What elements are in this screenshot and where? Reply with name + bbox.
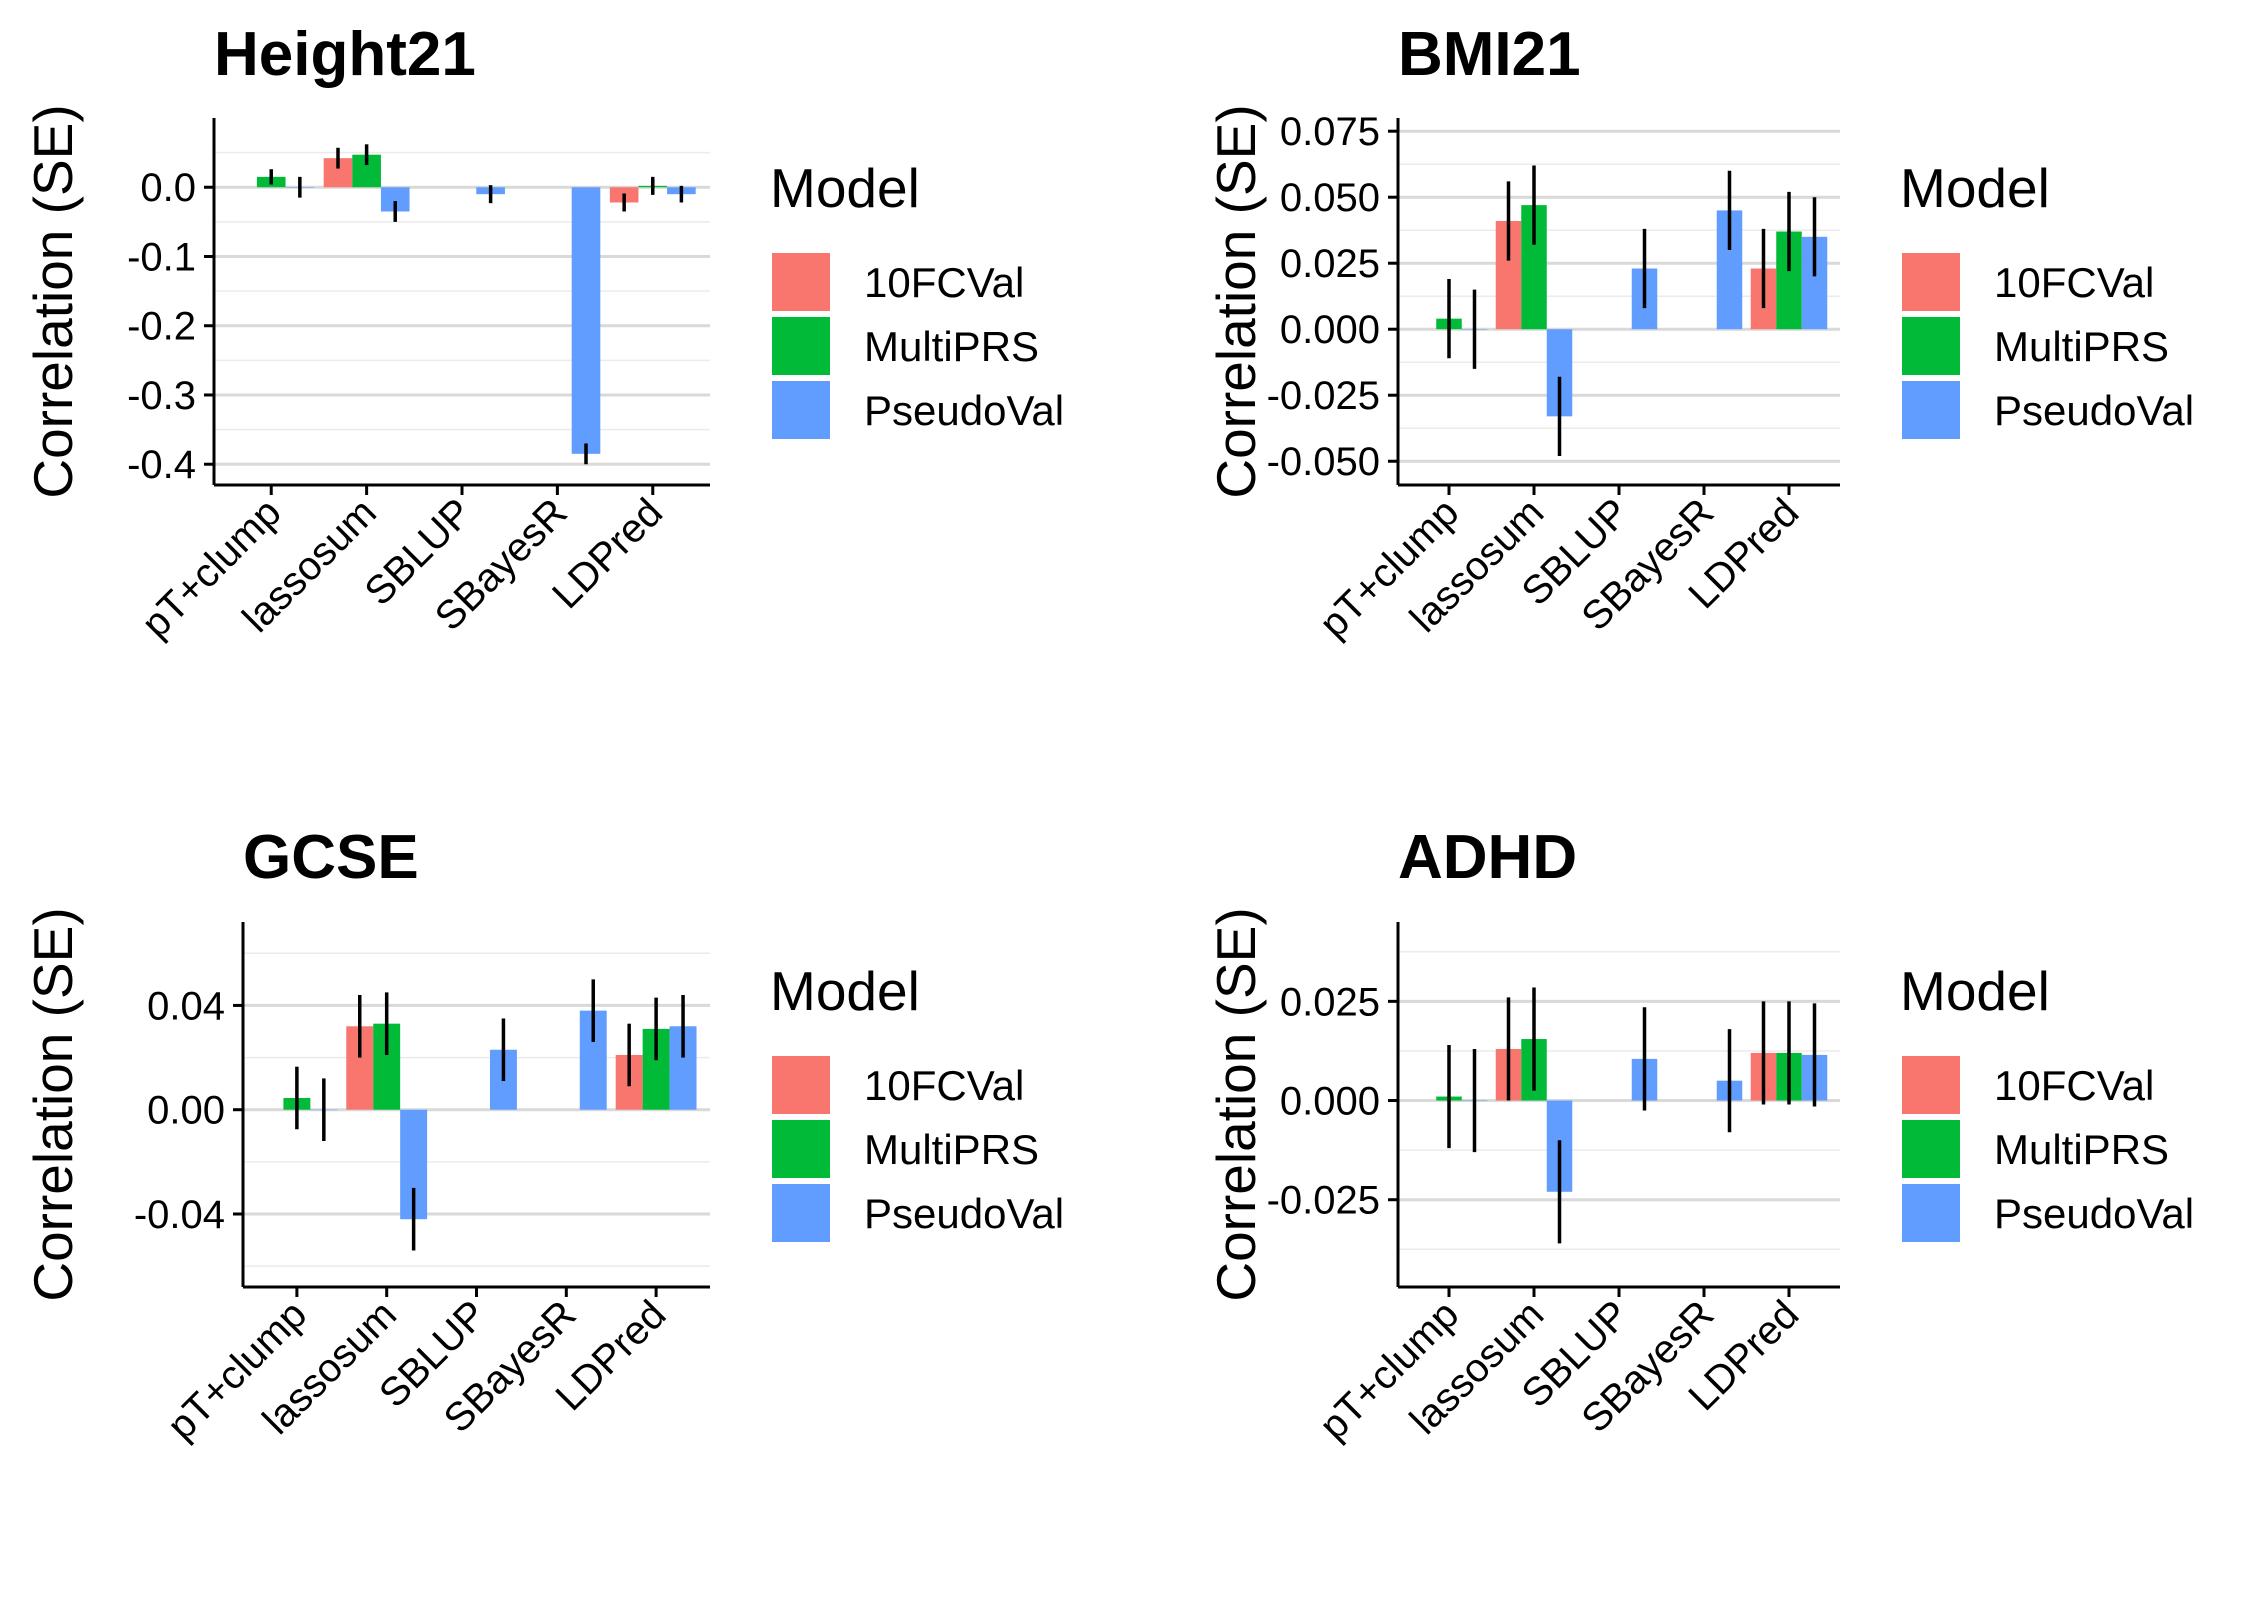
legend-key-pseudoval <box>772 381 830 439</box>
legend-key-pseudoval <box>772 1184 830 1242</box>
legend-label: PseudoVal <box>1994 1190 2194 1237</box>
y-tick-label: -0.2 <box>127 305 196 349</box>
legend-key-10fcval <box>1902 253 1960 311</box>
y-tick-label: 0.04 <box>147 984 225 1028</box>
chart-title: ADHD <box>1398 823 1577 892</box>
y-tick-label: 0.000 <box>1280 308 1380 352</box>
legend-key-pseudoval <box>1902 1184 1960 1242</box>
legend-title: Model <box>1900 960 2050 1022</box>
y-tick-label: 0.00 <box>147 1089 225 1133</box>
y-axis-label: Correlation (SE) <box>1205 104 1267 498</box>
legend: Model 10FCVal MultiPRS PseudoVal <box>1900 157 2194 439</box>
y-tick-label: 0.000 <box>1280 1080 1380 1124</box>
legend-title: Model <box>770 157 920 219</box>
chart-panel-height21: 0.0-0.1-0.2-0.3-0.4pT+clumplassosumSBLUP… <box>22 20 1064 646</box>
y-axis-label: Correlation (SE) <box>1205 907 1267 1301</box>
y-tick-label: 0.025 <box>1280 242 1380 286</box>
legend-label: 10FCVal <box>1994 1062 2154 1109</box>
legend-title: Model <box>1900 157 2050 219</box>
legend-key-10fcval <box>772 253 830 311</box>
legend-label: PseudoVal <box>1994 387 2194 434</box>
legend-label: 10FCVal <box>864 1062 1024 1109</box>
y-tick-label: -0.050 <box>1267 440 1380 484</box>
y-tick-label: -0.04 <box>134 1193 225 1237</box>
y-tick-label: 0.025 <box>1280 980 1380 1024</box>
y-tick-label: -0.1 <box>127 235 196 279</box>
legend-label: MultiPRS <box>864 323 1039 370</box>
bar-pseudoval-sbayesr <box>571 187 601 454</box>
chart-title: GCSE <box>243 823 419 892</box>
legend-key-10fcval <box>1902 1056 1960 1114</box>
y-tick-label: 0.050 <box>1280 176 1380 220</box>
legend-key-multiprs <box>772 1120 830 1178</box>
chart-title: Height21 <box>214 20 476 89</box>
chart-title: BMI21 <box>1398 20 1581 89</box>
legend: Model 10FCVal MultiPRS PseudoVal <box>770 157 1064 439</box>
legend-label: 10FCVal <box>864 259 1024 306</box>
legend-key-multiprs <box>1902 1120 1960 1178</box>
legend: Model 10FCVal MultiPRS PseudoVal <box>1900 960 2194 1242</box>
y-axis-label: Correlation (SE) <box>22 104 84 498</box>
legend-title: Model <box>770 960 920 1022</box>
y-tick-label: -0.4 <box>127 443 196 487</box>
chart-panel-adhd: 0.0250.000-0.025pT+clumplassosumSBLUPSBa… <box>1205 823 2194 1448</box>
legend-label: PseudoVal <box>864 387 1064 434</box>
y-axis-label: Correlation (SE) <box>22 907 84 1301</box>
legend-label: PseudoVal <box>864 1190 1064 1237</box>
legend-key-multiprs <box>772 317 830 375</box>
legend-key-10fcval <box>772 1056 830 1114</box>
y-tick-label: 0.075 <box>1280 110 1380 154</box>
chart-panel-gcse: 0.040.00-0.04pT+clumplassosumSBLUPSBayes… <box>22 823 1064 1448</box>
legend-label: 10FCVal <box>1994 259 2154 306</box>
legend-key-pseudoval <box>1902 381 1960 439</box>
legend-label: MultiPRS <box>864 1126 1039 1173</box>
legend-key-multiprs <box>1902 317 1960 375</box>
legend: Model 10FCVal MultiPRS PseudoVal <box>770 960 1064 1242</box>
y-tick-label: -0.025 <box>1267 374 1380 418</box>
y-tick-label: 0.0 <box>140 166 196 210</box>
y-tick-label: -0.3 <box>127 374 196 418</box>
y-tick-label: -0.025 <box>1267 1179 1380 1223</box>
legend-label: MultiPRS <box>1994 1126 2169 1173</box>
legend-label: MultiPRS <box>1994 323 2169 370</box>
chart-panel-bmi21: 0.0750.0500.0250.000-0.025-0.050pT+clump… <box>1205 20 2194 646</box>
